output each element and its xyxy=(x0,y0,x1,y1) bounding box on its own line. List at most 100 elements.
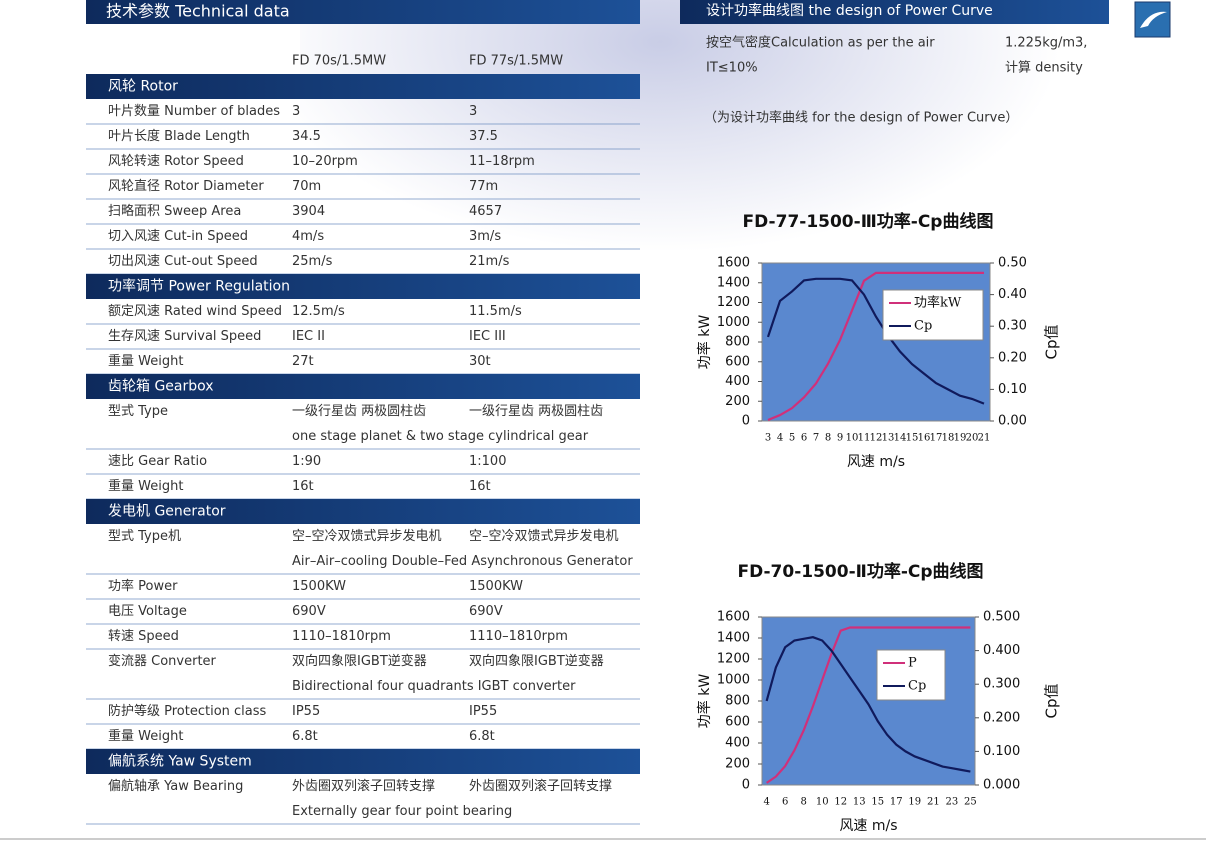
cell: 25m/s xyxy=(292,254,333,269)
row-label: 电压 Voltage xyxy=(108,604,187,619)
cell: 3 xyxy=(469,104,477,119)
logo xyxy=(1134,1,1171,38)
plot-area xyxy=(761,262,991,422)
row-label: 速比 Gear Ratio xyxy=(108,454,207,469)
chart-title: FD-70-1500-Ⅱ功率-Cp曲线图 xyxy=(737,561,983,582)
section-bar xyxy=(86,749,640,774)
x-tick-label: 4 xyxy=(763,797,769,808)
cell: 21m/s xyxy=(469,254,510,269)
cell: 30t xyxy=(469,354,491,369)
y-tick-label: 1000 xyxy=(717,673,750,688)
x-tick-label: 10 xyxy=(846,433,859,444)
section-bar xyxy=(86,374,640,399)
cell: 1500KW xyxy=(469,579,523,594)
y-tick-label: 0 xyxy=(742,778,750,793)
series-line xyxy=(767,271,984,422)
x-tick-label: 10 xyxy=(816,797,829,808)
x-tick-label: 17 xyxy=(890,797,903,808)
heading-bar xyxy=(680,0,1109,24)
series-line xyxy=(766,626,971,784)
y2-tick-label: 0.400 xyxy=(983,643,1020,658)
cell: 外齿圈双列滚子回转支撑 xyxy=(292,778,435,794)
x-tick-label: 20 xyxy=(966,433,979,444)
y-tick-label: 1400 xyxy=(717,631,750,646)
cell: 6.8t xyxy=(292,729,318,744)
cell: 690V xyxy=(292,604,326,619)
y2-tick-label: 0.300 xyxy=(983,677,1020,692)
y-tick-label: 800 xyxy=(725,335,750,350)
section-heading: 功率调节 Power Regulation xyxy=(108,278,290,295)
cell: 外齿圈双列滚子回转支撑 xyxy=(469,778,612,794)
cell: 1:90 xyxy=(292,454,321,469)
x-tick-label: 12 xyxy=(834,797,847,808)
y-axis-label: 功率 kW xyxy=(696,674,713,729)
cell: 10–20rpm xyxy=(292,154,358,169)
cell: 1110–1810rpm xyxy=(469,629,568,644)
y2-tick-label: 0.40 xyxy=(998,287,1027,302)
y2-tick-label: 0.200 xyxy=(983,710,1020,725)
x-tick-label: 15 xyxy=(871,797,884,808)
row-label: 转速 Speed xyxy=(108,629,179,644)
cell: 1110–1810rpm xyxy=(292,629,391,644)
x-tick-label: 6 xyxy=(801,433,807,444)
cell: 11.5m/s xyxy=(469,304,522,319)
y2-tick-label: 0.10 xyxy=(998,382,1027,397)
design-text: 计算 density xyxy=(1005,61,1083,76)
section-bar xyxy=(86,499,640,524)
design-text: IT≤10% xyxy=(706,61,758,76)
x-tick-label: 25 xyxy=(964,797,977,808)
cell: 12.5m/s xyxy=(292,304,345,319)
legend xyxy=(876,649,946,701)
cell: 双向四象限IGBT逆变器 xyxy=(469,653,604,669)
x-tick-label: 6 xyxy=(782,797,788,808)
x-tick-label: 12 xyxy=(870,433,883,444)
row-label: 切出风速 Cut-out Speed xyxy=(108,254,258,269)
section-bar xyxy=(86,74,640,99)
y-tick-label: 600 xyxy=(725,354,750,369)
row-label: 风轮直径 Rotor Diameter xyxy=(108,179,264,194)
x-tick-label: 5 xyxy=(789,433,795,444)
y-tick-label: 600 xyxy=(725,715,750,730)
x-tick-label: 7 xyxy=(813,433,819,444)
section-heading: 齿轮箱 Gearbox xyxy=(108,379,214,395)
y-tick-label: 200 xyxy=(725,757,750,772)
row-label: 型式 Type xyxy=(108,404,168,419)
design-text: 按空气密度Calculation as per the air xyxy=(706,35,935,51)
plot-area xyxy=(761,616,976,786)
cell: 4m/s xyxy=(292,229,324,244)
table-title: 技术参数 Technical data xyxy=(106,2,290,21)
cell: 37.5 xyxy=(469,129,498,144)
x-tick-label: 16 xyxy=(918,433,931,444)
row-note: one stage planet & two stage cylindrical… xyxy=(292,429,589,444)
y2-tick-label: 0.100 xyxy=(983,744,1020,759)
y-tick-label: 0 xyxy=(742,414,750,429)
y2-axis-label: Cp值 xyxy=(1043,325,1061,360)
cell: 16t xyxy=(469,479,491,494)
title-bar xyxy=(86,0,640,24)
cell: 3 xyxy=(292,104,300,119)
row-label: 防护等级 Protection class xyxy=(108,703,267,719)
cell: 3m/s xyxy=(469,229,501,244)
x-tick-label: 13 xyxy=(882,433,895,444)
row-label: 重量 Weight xyxy=(108,728,183,744)
x-tick-label: 11 xyxy=(858,433,871,444)
row-note: Air–Air–cooling Double–Fed Asynchronous … xyxy=(292,554,633,569)
section-heading: 偏航系统 Yaw System xyxy=(108,754,252,770)
x-tick-label: 19 xyxy=(954,433,967,444)
cell: 3904 xyxy=(292,204,325,219)
y-tick-label: 400 xyxy=(725,374,750,389)
cell: 690V xyxy=(469,604,503,619)
cell: IP55 xyxy=(469,704,497,719)
y-tick-label: 1600 xyxy=(717,256,750,271)
cell: 6.8t xyxy=(469,729,495,744)
design-heading: 设计功率曲线图 the design of Power Curve xyxy=(706,2,993,19)
row-label: 切入风速 Cut-in Speed xyxy=(108,229,248,244)
logo-mark xyxy=(1140,11,1167,28)
row-label: 扫略面积 Sweep Area xyxy=(108,203,241,219)
x-tick-label: 14 xyxy=(894,433,907,444)
cell: 4657 xyxy=(469,204,502,219)
row-label: 功率 Power xyxy=(108,578,178,594)
y-tick-label: 800 xyxy=(725,694,750,709)
y2-tick-label: 0.500 xyxy=(983,610,1020,625)
